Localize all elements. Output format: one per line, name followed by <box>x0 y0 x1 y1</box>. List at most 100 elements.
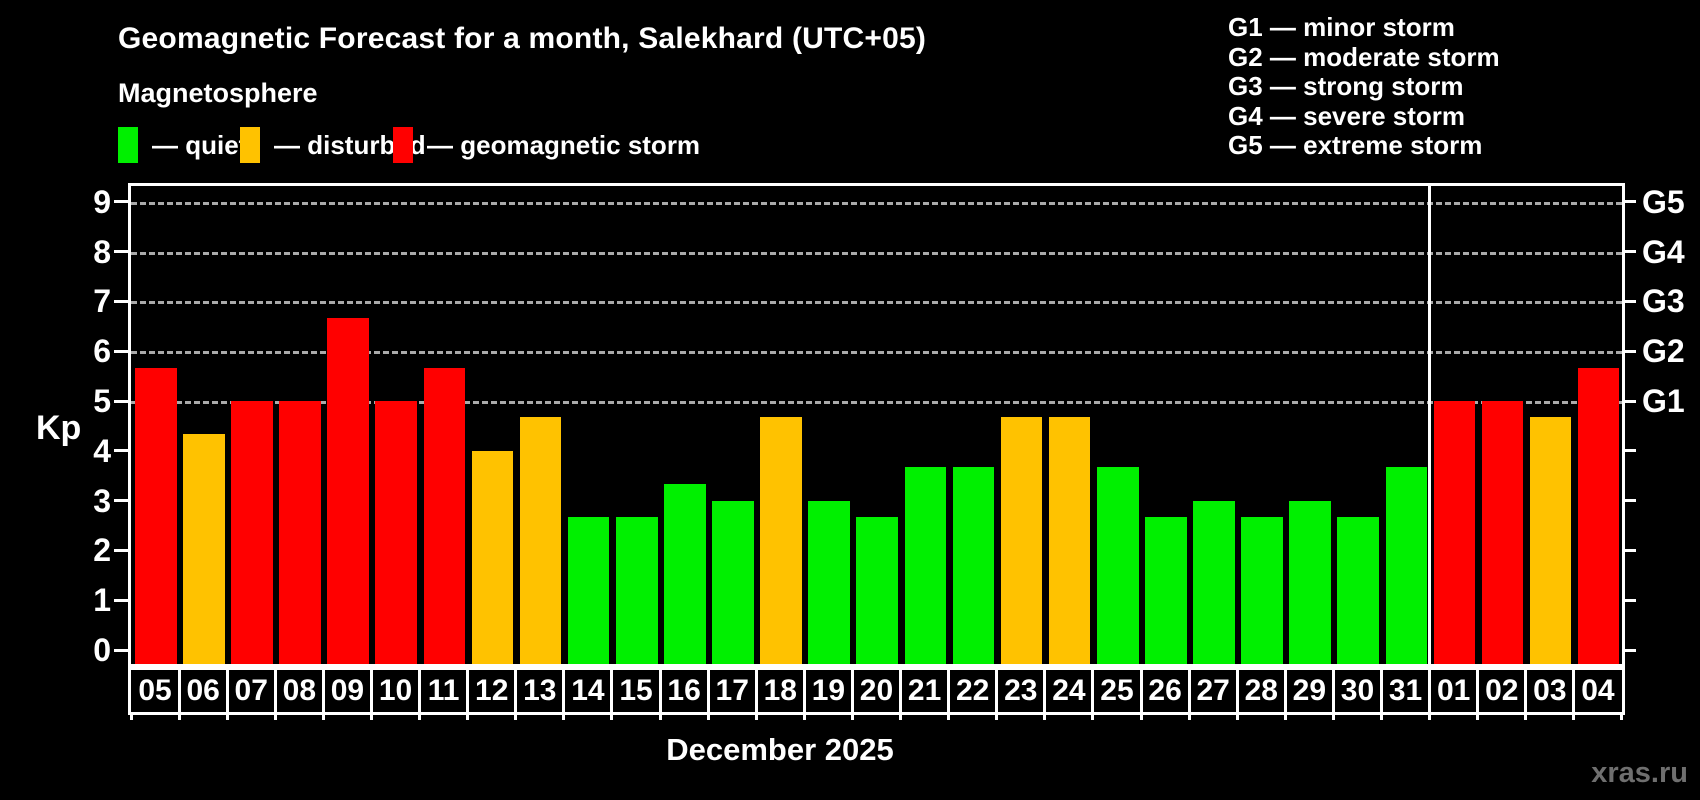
day-tick-stub <box>466 712 470 720</box>
day-tick-stub <box>1283 712 1287 720</box>
subtitle-magnetosphere: Magnetosphere <box>118 78 318 108</box>
day-separator <box>947 670 951 712</box>
bar-day-14 <box>567 517 610 664</box>
y-tick-7 <box>114 299 128 303</box>
plot-area: 0 1 2 3 4 5 6 7 8 9 G1 G2 G3 G4 G5 <box>93 183 1685 668</box>
day-label-18-13: 18 <box>763 674 797 707</box>
y-tick-0 <box>114 648 128 652</box>
day-separator <box>899 670 903 712</box>
bar-day-08 <box>279 401 321 664</box>
day-tick-stub <box>1620 712 1623 720</box>
day-tick-stub <box>514 712 518 720</box>
day-label-06-1: 06 <box>186 674 220 707</box>
day-separator <box>1476 670 1480 712</box>
day-separator <box>1283 670 1287 712</box>
month-separator-line <box>1428 186 1432 664</box>
day-separator <box>273 670 277 712</box>
day-label-23-18: 23 <box>1004 674 1038 707</box>
day-label-16-11: 16 <box>667 674 701 707</box>
day-tick-stub <box>369 712 373 720</box>
day-separator <box>369 670 373 712</box>
right-tick-8 <box>1622 250 1636 254</box>
day-tick-stub <box>321 712 325 720</box>
day-label-21-16: 21 <box>907 674 942 707</box>
y-tick-4 <box>114 449 128 453</box>
day-tick-stub <box>1331 712 1335 720</box>
right-tick-2 <box>1622 548 1636 552</box>
day-tick-stub <box>1187 712 1191 720</box>
bar-day-29 <box>1289 500 1331 664</box>
right-tick-1 <box>1622 598 1636 602</box>
y-tick-label-5: 5 <box>93 383 111 419</box>
right-axis-label-G5: G5 <box>1642 183 1685 220</box>
day-label-01-27: 01 <box>1436 674 1471 707</box>
day-label-08-3: 08 <box>282 674 317 707</box>
day-tick-stub <box>1139 712 1143 720</box>
day-separator <box>1187 670 1191 712</box>
day-label-10-5: 10 <box>378 674 413 707</box>
day-label-22-17: 22 <box>956 674 990 707</box>
quiet-color-swatch-icon <box>118 127 138 163</box>
day-tick-stub <box>225 712 229 720</box>
g-legend-line-1: G1 — minor storm <box>1228 12 1455 42</box>
day-tick-stub <box>1476 712 1480 720</box>
y-tick-label-8: 8 <box>93 233 111 270</box>
day-label-13-8: 13 <box>523 674 557 707</box>
day-separator <box>1091 670 1095 712</box>
day-tick-stub <box>899 712 903 720</box>
day-label-19-14: 19 <box>811 674 846 707</box>
bar-day-01 <box>1433 401 1476 664</box>
y-tick-label-1: 1 <box>93 582 111 619</box>
bar-day-04 <box>1577 367 1620 664</box>
bar-day-02 <box>1481 401 1524 664</box>
bar-day-19 <box>808 500 850 664</box>
day-separator <box>658 670 662 712</box>
day-tick-stub <box>995 712 999 720</box>
day-label-07-2: 07 <box>234 674 268 707</box>
gridline-kp-9 <box>131 201 1622 205</box>
day-tick-stub <box>1428 712 1432 720</box>
x-axis-title: December 2025 <box>666 732 894 767</box>
day-tick-stub <box>1235 712 1239 720</box>
day-separator <box>1428 670 1432 712</box>
day-separator <box>754 670 758 712</box>
right-tick-6 <box>1622 349 1636 353</box>
bar-day-27 <box>1193 500 1235 664</box>
gridline-kp-7 <box>131 301 1622 305</box>
bar-day-28 <box>1241 517 1283 664</box>
right-axis-label-G2: G2 <box>1642 333 1685 370</box>
day-separator <box>177 670 181 712</box>
day-tick-stub <box>1380 712 1384 720</box>
y-tick-3 <box>114 499 128 503</box>
y-tick-label-0: 0 <box>93 632 111 668</box>
day-separator <box>466 670 470 712</box>
bar-day-06 <box>183 434 225 664</box>
day-tick-stub <box>273 712 277 720</box>
day-label-29-24: 29 <box>1292 674 1327 707</box>
day-tick-stub <box>610 712 614 720</box>
y-tick-9 <box>114 200 128 204</box>
day-label-03-29: 03 <box>1533 674 1567 707</box>
day-separator <box>1331 670 1335 712</box>
bar-day-03 <box>1529 417 1572 664</box>
g-scale-legend: G1 — minor storm G2 — moderate storm G3 — … <box>1228 12 1500 161</box>
day-label-12-7: 12 <box>475 674 509 707</box>
day-label-30-25: 30 <box>1340 674 1375 707</box>
day-label-27-22: 27 <box>1196 674 1230 707</box>
day-tick-stub <box>1524 712 1528 720</box>
day-separator <box>1139 670 1143 712</box>
bar-day-26 <box>1145 517 1187 664</box>
legend-label-quiet: — quiet <box>152 129 248 160</box>
day-separator <box>418 670 422 712</box>
y-axis-title: Kp <box>36 409 82 447</box>
right-axis-label-G1: G1 <box>1642 383 1685 419</box>
day-separator <box>1572 670 1576 712</box>
day-separator <box>1235 670 1239 712</box>
day-separator <box>514 670 518 712</box>
day-label-02-28: 02 <box>1485 674 1519 707</box>
x-axis-day-labels: 05 06 07 08 09 10 11 12 13 14 15 16 17 18 19 20 21 22 23 24… <box>128 667 1625 720</box>
day-tick-stub <box>850 712 854 720</box>
day-label-11-6: 11 <box>427 674 460 707</box>
day-separator <box>562 670 566 712</box>
